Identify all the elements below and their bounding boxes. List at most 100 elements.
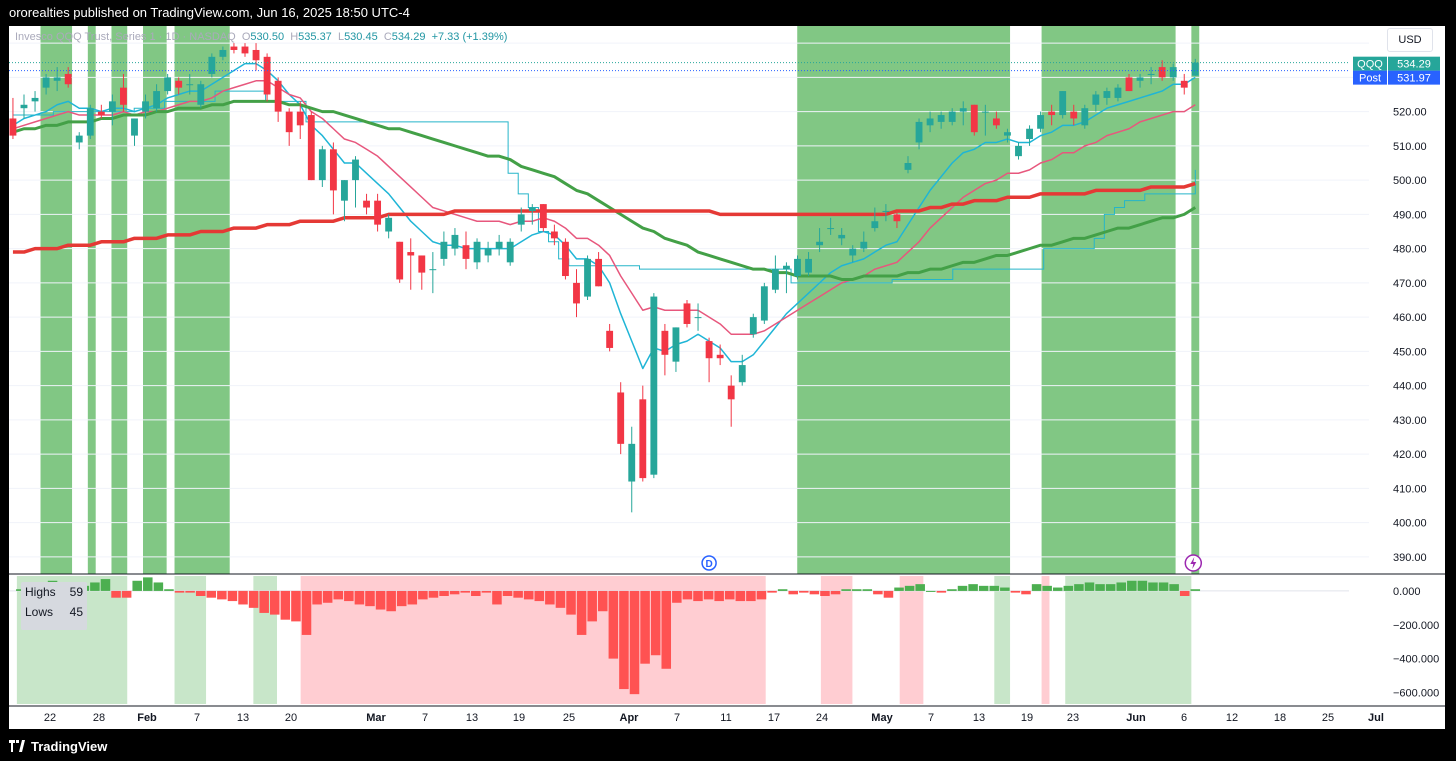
osc-shade-band-5	[899, 576, 924, 704]
candle-body-45	[506, 241, 514, 263]
legend-exchange: NASDAQ	[189, 31, 236, 43]
candle-body-94	[1048, 111, 1056, 116]
osc-bar-54	[587, 590, 597, 622]
shade-band-4	[174, 26, 230, 574]
chart-svg[interactable]: 540.00530.00520.00510.00500.00490.00480.…	[9, 26, 1445, 729]
osc-bar-37	[407, 590, 418, 605]
candle-body-69	[771, 269, 779, 290]
osc-bar-74	[799, 590, 809, 593]
osc-shade-band-4	[820, 576, 853, 704]
tradingview-logo-icon	[9, 740, 25, 752]
post-price-badge-price: 531.97	[1397, 73, 1431, 85]
candle-body-107	[1191, 62, 1199, 76]
candle-body-65	[727, 385, 735, 400]
osc-bar-53	[576, 590, 587, 635]
osc-bar-104	[1116, 582, 1126, 591]
tradingview-footer: TradingView	[9, 738, 107, 754]
x-tick-label-20: 23	[1067, 712, 1079, 724]
x-tick-label-5: 20	[285, 712, 297, 724]
candle-body-36	[407, 252, 415, 256]
osc-bar-77	[830, 590, 841, 595]
currency-button[interactable]: USD	[1387, 28, 1433, 52]
osc-bar-57	[619, 590, 629, 690]
x-tick-label-6: Mar	[366, 712, 386, 724]
osc-bar-21	[238, 590, 248, 605]
candle-body-102	[1136, 77, 1144, 81]
legend-close: 534.29	[391, 31, 426, 43]
candle-body-80	[893, 214, 901, 222]
osc-bar-79	[851, 589, 862, 591]
osc-bar-85	[915, 584, 925, 591]
osc-bar-9	[111, 590, 121, 598]
candle-body-31	[352, 159, 359, 181]
osc-y-tick-label-2: −400.000	[1393, 654, 1439, 666]
osc-bar-33	[365, 590, 375, 607]
candle-body-33	[374, 200, 382, 225]
shade-band-1	[87, 26, 96, 574]
candle-body-75	[838, 234, 846, 239]
osc-shade-band-6	[994, 576, 1011, 704]
candle-body-0	[9, 118, 17, 136]
candle-body-19	[219, 49, 227, 57]
candle-body-78	[871, 221, 879, 229]
osc-bar-105	[1127, 580, 1137, 591]
candle-body-25	[285, 111, 293, 133]
osc-bar-29	[322, 590, 333, 603]
chart-panel[interactable]: 540.00530.00520.00510.00500.00490.00480.…	[9, 26, 1445, 729]
symbol-legend: Invesco QQQ Trust, Series 1 · 1D · NASDA…	[15, 31, 508, 43]
osc-y-tick-label-1: −200.000	[1393, 620, 1439, 632]
x-tick-label-26: Jul	[1368, 712, 1384, 724]
osc-bar-59	[640, 590, 650, 664]
osc-bar-69	[746, 590, 756, 602]
candle-body-41	[462, 245, 470, 259]
y-tick-label-8: 460.00	[1393, 312, 1427, 324]
y-tick-label-9: 450.00	[1393, 346, 1427, 358]
candle-body-106	[1180, 80, 1188, 88]
x-tick-label-22: 6	[1181, 712, 1187, 724]
x-tick-label-17: 7	[928, 712, 934, 724]
osc-bar-84	[904, 585, 915, 591]
osc-bar-0	[16, 589, 26, 591]
osc-bar-50	[545, 590, 555, 605]
shade-band-3	[143, 26, 167, 574]
osc-bar-58	[629, 590, 640, 695]
highs-value: 59	[69, 585, 83, 599]
candle-body-79	[882, 210, 890, 212]
osc-bar-30	[333, 590, 344, 600]
osc-bar-70	[756, 590, 767, 600]
candle-body-15	[175, 80, 183, 88]
x-tick-label-21: Jun	[1126, 712, 1146, 724]
candle-body-92	[1026, 128, 1033, 140]
candle-body-49	[550, 231, 558, 239]
y-tick-label-13: 410.00	[1393, 483, 1427, 495]
legend-high: 535.37	[298, 31, 332, 43]
osc-shade-band-8	[1065, 576, 1192, 704]
y-tick-label-7: 470.00	[1393, 278, 1427, 290]
osc-bar-73	[788, 590, 798, 595]
y-tick-label-5: 490.00	[1393, 209, 1427, 221]
osc-bar-106	[1137, 580, 1148, 591]
osc-bar-42	[460, 590, 470, 593]
candle-body-34	[385, 217, 393, 232]
candle-body-43	[484, 248, 492, 256]
osc-bar-46	[502, 590, 513, 596]
candle-body-39	[440, 241, 448, 259]
candle-body-53	[595, 258, 603, 287]
osc-bar-14	[164, 589, 174, 591]
osc-bar-36	[396, 590, 407, 607]
osc-bar-102	[1095, 584, 1105, 591]
osc-bar-15	[174, 590, 185, 593]
last-price-badge-price: 534.29	[1397, 59, 1431, 71]
candle-body-85	[948, 111, 956, 122]
highs-label: Highs	[25, 585, 56, 599]
osc-bar-8	[100, 579, 111, 591]
x-tick-label-16: May	[871, 712, 893, 724]
osc-bar-82	[883, 590, 894, 598]
candle-body-13	[153, 91, 161, 109]
y-tick-label-3: 510.00	[1393, 141, 1427, 153]
y-tick-label-6: 480.00	[1393, 244, 1427, 256]
osc-bar-81	[873, 590, 883, 595]
osc-bar-48	[523, 590, 534, 600]
osc-bar-34	[375, 590, 386, 610]
candle-body-20	[230, 46, 238, 50]
